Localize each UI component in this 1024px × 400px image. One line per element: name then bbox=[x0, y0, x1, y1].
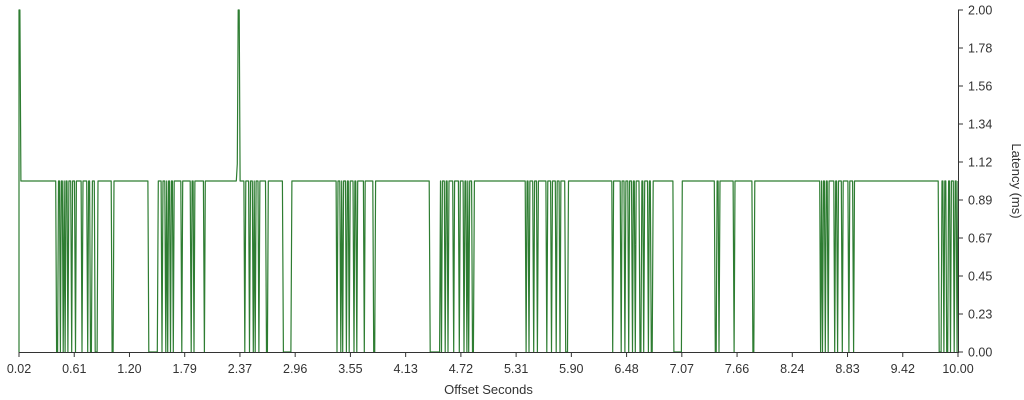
y-tick-label: 1.56 bbox=[968, 80, 992, 94]
x-tick-label: 6.48 bbox=[614, 362, 638, 376]
x-tick-label: 8.83 bbox=[835, 362, 859, 376]
series-line-0 bbox=[18, 9, 959, 353]
x-axis-ticks: 0.02 0.61 1.20 1.79 2.37 2.96 3.55 4.13 4.72 5.31… bbox=[7, 352, 974, 376]
y-tick-label: 0.23 bbox=[968, 308, 992, 322]
x-tick-label: 10.00 bbox=[942, 362, 973, 376]
plot-area bbox=[18, 9, 959, 353]
y-tick-label: 0.89 bbox=[968, 194, 992, 208]
y-tick-label: 1.12 bbox=[968, 156, 992, 170]
x-tick-label: 4.13 bbox=[393, 362, 417, 376]
y-tick-label: 1.78 bbox=[968, 42, 992, 56]
x-tick-label: 3.55 bbox=[338, 362, 362, 376]
x-tick-label: 9.42 bbox=[891, 362, 915, 376]
y-tick-label: 1.34 bbox=[968, 118, 992, 132]
x-tick-label: 7.07 bbox=[670, 362, 694, 376]
x-tick-label: 2.37 bbox=[228, 362, 252, 376]
y-axis-title: Latency (ms) bbox=[1009, 143, 1024, 218]
x-tick-label: 0.61 bbox=[62, 362, 86, 376]
x-tick-label: 1.20 bbox=[117, 362, 141, 376]
x-axis-title: Offset Seconds bbox=[444, 382, 533, 397]
y-axis-ticks: 0.00 0.23 0.45 0.67 0.89 1.12 1.34 1.56 1.78 2.00 bbox=[958, 4, 992, 360]
x-tick-label: 1.79 bbox=[173, 362, 197, 376]
x-tick-label: 8.24 bbox=[780, 362, 804, 376]
y-tick-label: 0.67 bbox=[968, 232, 992, 246]
x-tick-label: 0.02 bbox=[7, 362, 31, 376]
y-tick-label: 0.45 bbox=[968, 270, 992, 284]
y-tick-label: 2.00 bbox=[968, 4, 992, 18]
x-tick-label: 7.66 bbox=[725, 362, 749, 376]
y-tick-label: 0.00 bbox=[968, 346, 992, 360]
x-tick-label: 5.31 bbox=[504, 362, 528, 376]
x-tick-label: 4.72 bbox=[449, 362, 473, 376]
x-tick-label: 2.96 bbox=[283, 362, 307, 376]
x-tick-label: 5.90 bbox=[559, 362, 583, 376]
